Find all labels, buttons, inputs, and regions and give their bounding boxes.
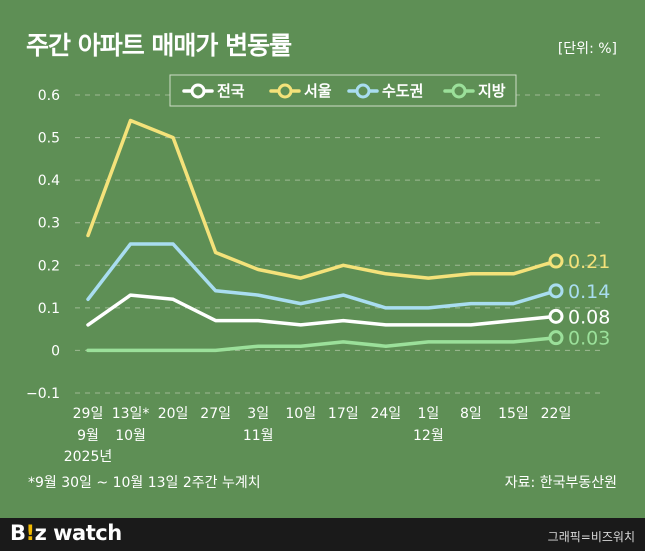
x-tick-label: 15일 — [498, 406, 529, 422]
x-tick-label: 27일 — [200, 406, 231, 422]
series-line-지방 — [86, 335, 558, 353]
legend-marker — [451, 83, 467, 99]
y-tick-label: 0.6 — [38, 88, 60, 104]
x-tick-label: 3일 — [247, 406, 269, 422]
y-tick-label: 0.1 — [38, 301, 60, 317]
x-year-label: 2025년 — [64, 449, 113, 465]
x-tick-label: 13일* — [112, 406, 150, 422]
x-tick-label: 10일 — [285, 406, 316, 422]
unit-label: [단위: %] — [557, 41, 617, 57]
x-month-label: 10월 — [115, 428, 146, 444]
legend-marker — [355, 83, 371, 99]
legend-label: 지방 — [478, 82, 506, 100]
end-marker — [548, 283, 564, 299]
graphic-credit: 그래픽=비즈워치 — [547, 530, 635, 544]
series-line-전국 — [86, 293, 558, 327]
end-value-label: 0.03 — [568, 328, 610, 350]
source-label: 자료: 한국부동산원 — [504, 475, 617, 491]
x-tick-label: 8일 — [460, 406, 482, 422]
x-month-label: 11월 — [243, 428, 274, 444]
x-tick-label: 22일 — [541, 406, 572, 422]
x-tick-label: 20일 — [158, 406, 189, 422]
x-tick-label: 1일 — [417, 406, 439, 422]
end-marker — [548, 330, 564, 346]
y-tick-label: 0.5 — [38, 131, 60, 147]
footnote: *9월 30일 ~ 10월 13일 2주간 누계치 — [28, 475, 261, 491]
end-marker — [548, 308, 564, 324]
legend-label: 전국 — [217, 82, 245, 100]
chart-title: 주간 아파트 매매가 변동률 — [26, 31, 292, 60]
y-tick-label: 0.2 — [38, 258, 60, 274]
x-tick-label: 29일 — [73, 406, 104, 422]
x-month-label: 12월 — [413, 428, 444, 444]
y-tick-label: 0.4 — [38, 173, 60, 189]
end-value-label: 0.14 — [568, 281, 610, 303]
line-chart: 0.60.50.40.30.20.10−0.1 전국 서울 수도권 지방 0.030.… — [26, 74, 610, 465]
legend-label: 서울 — [304, 82, 332, 100]
end-value-label: 0.08 — [568, 306, 610, 328]
y-tick-label: −0.1 — [26, 386, 60, 402]
end-value-label: 0.21 — [568, 251, 610, 273]
series-line-수도권 — [86, 242, 558, 310]
legend-marker — [277, 83, 293, 99]
bizwatch-logo: B!z watch — [10, 521, 122, 545]
legend-marker — [190, 83, 206, 99]
y-tick-label: 0 — [51, 343, 60, 359]
x-tick-label: 17일 — [328, 406, 359, 422]
series-line-서울 — [86, 118, 558, 280]
x-month-label: 9월 — [77, 428, 99, 444]
end-marker — [548, 253, 564, 269]
x-tick-label: 24일 — [370, 406, 401, 422]
y-tick-label: 0.3 — [38, 216, 60, 232]
legend: 전국 서울 수도권 지방 — [169, 74, 517, 107]
footer-bar: B!z watch 그래픽=비즈워치 — [0, 518, 645, 551]
legend-label: 수도권 — [382, 82, 423, 100]
